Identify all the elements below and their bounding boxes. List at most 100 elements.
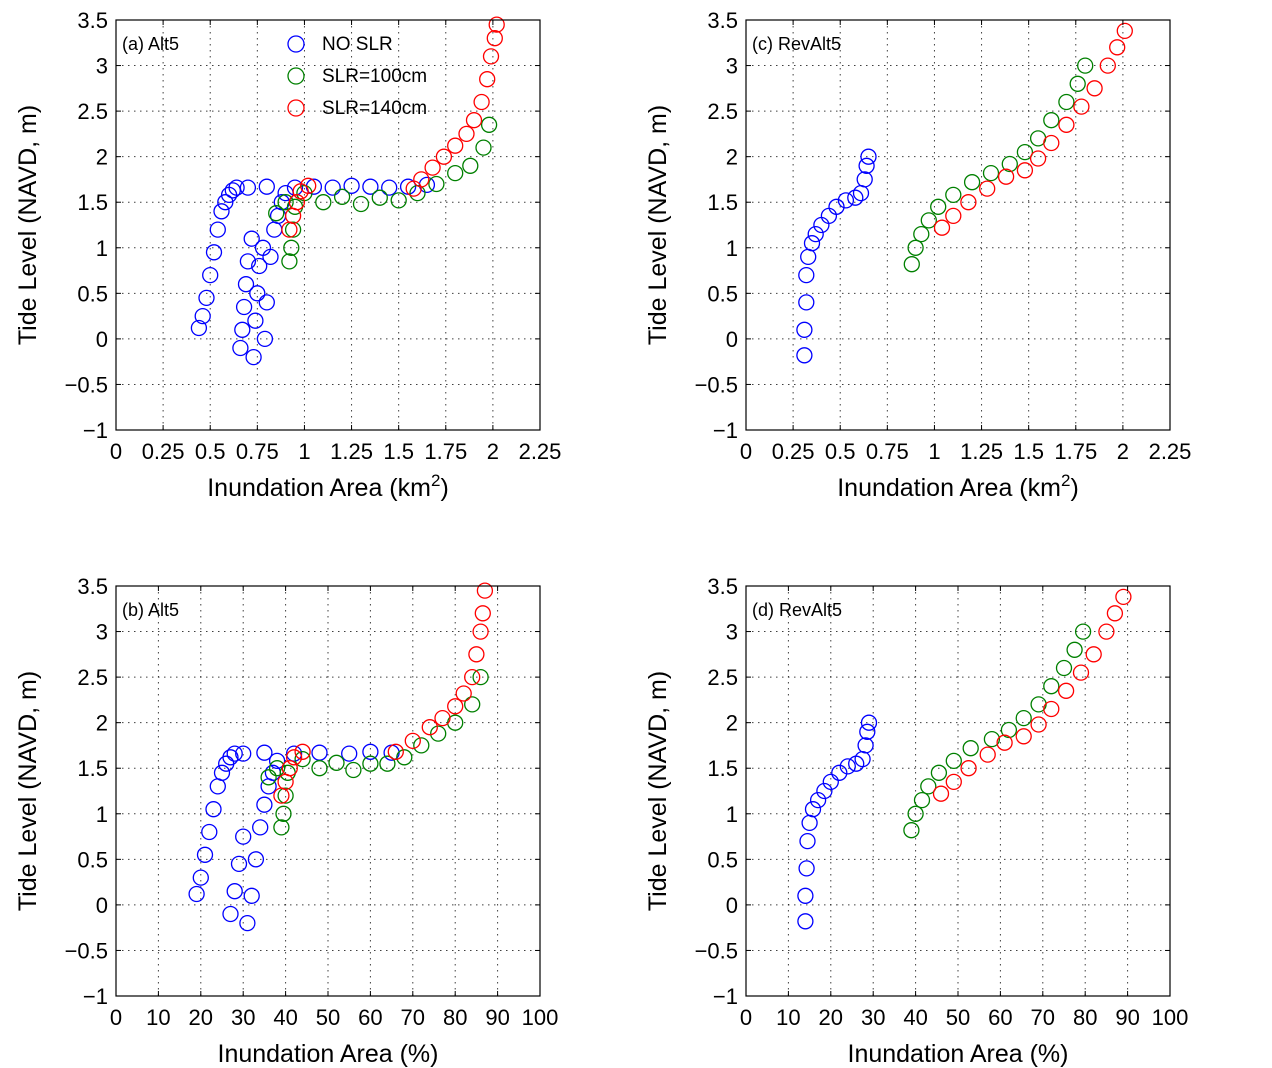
y-tick-label: 3 [96,54,108,79]
y-tick-label: 2.5 [77,665,108,690]
data-point [1066,641,1083,658]
data-point [413,737,430,754]
y-tick-label: −0.5 [695,372,738,397]
panel-label: (c) RevAlt5 [752,34,841,54]
data-point [475,139,492,156]
data-point [434,709,451,727]
data-point [960,760,977,777]
y-tick-label: 1 [96,236,108,261]
data-point [860,714,878,731]
data-point [837,192,855,209]
data-point [387,743,404,760]
data-point [809,791,827,809]
series-no-slr [796,148,877,364]
data-point [222,905,239,923]
y-tick-label: 1.5 [77,756,108,781]
y-tick-label: 3.5 [707,8,738,33]
data-point [907,239,924,256]
y-tick-label: −0.5 [695,938,738,963]
data-point [260,778,277,795]
x-tick-label: 60 [988,1005,1012,1030]
data-point [983,730,1001,748]
data-point [1016,162,1034,179]
data-point [857,737,874,754]
x-axis-label: Inundation Area (km2) [837,471,1079,502]
data-point [333,188,351,205]
data-point [979,746,996,763]
data-point [328,754,345,771]
x-tick-label: 2.25 [1149,439,1192,464]
data-point [390,192,407,209]
data-point [418,176,436,194]
data-point [343,177,360,194]
data-point [256,744,273,761]
data-point [1015,709,1032,727]
data-point [979,180,996,197]
data-point [288,194,306,211]
data-point [798,266,815,284]
x-tick-label: 1.25 [330,439,373,464]
data-point [268,752,286,770]
data-point [285,749,303,766]
data-point [247,851,265,868]
data-point [235,298,253,316]
data-point [190,319,208,337]
data-point [1043,134,1060,152]
data-point [920,212,937,229]
x-tick-label: 1.5 [1013,439,1044,464]
data-point [311,760,328,777]
series-slr-100cm [903,623,1092,839]
series-slr-140cm [281,16,505,238]
x-tick-label: 10 [776,1005,800,1030]
data-point [804,801,822,818]
data-point [996,734,1013,751]
data-point [234,321,251,338]
x-tick-label: 100 [1152,1005,1189,1030]
data-point [859,723,876,740]
x-tick-label: 1.75 [424,439,467,464]
data-point [945,752,962,770]
data-point [945,186,962,204]
data-point [1055,659,1073,677]
data-point [482,48,500,65]
data-point [447,698,464,715]
series-slr-140cm [933,22,1133,236]
data-point [315,194,332,211]
data-point [281,253,298,270]
data-point [201,823,218,841]
data-point [1043,700,1060,718]
panel-4: 0 10 20 30 40 50 60 70 80 90 100 −1 −0.5 0 0.5 1 1.5 2 2.5… [644,574,1188,1068]
x-tick-label: 2 [487,439,499,464]
data-point [1099,57,1116,74]
data-point [907,805,924,822]
x-tick-label: 50 [946,1005,970,1030]
data-point [324,179,341,196]
data-point [405,180,422,197]
data-point [1057,682,1075,699]
data-point [1029,150,1047,167]
x-tick-label: 1 [298,439,310,464]
data-point [798,860,815,877]
series-slr-140cm [932,588,1132,802]
data-point [226,745,243,762]
x-tick-label: 1 [928,439,940,464]
data-point [796,347,813,364]
series-slr-100cm [903,57,1094,273]
data-point [462,157,479,174]
data-point [205,244,223,261]
y-tick-label: −1 [83,984,108,1009]
legend-marker [287,67,305,85]
data-point [266,221,283,238]
series-no-slr [188,743,400,932]
data-point [224,182,241,199]
data-point [797,887,814,904]
data-point [920,778,937,795]
data-point [803,235,821,252]
y-tick-label: 2 [726,711,738,736]
x-tick-label: 80 [1073,1005,1097,1030]
y-tick-label: 3 [726,620,738,645]
x-tick-label: 0 [110,1005,122,1030]
data-point [1115,588,1132,606]
data-point [243,887,260,904]
y-tick-label: 1 [726,802,738,827]
